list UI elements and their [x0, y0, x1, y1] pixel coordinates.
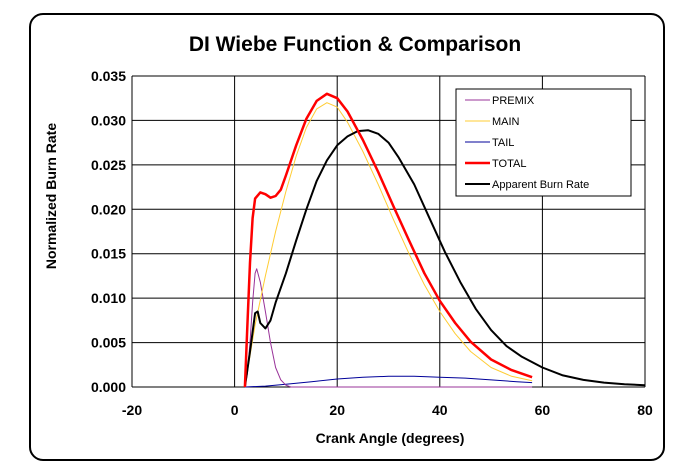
series-line-apparent-burn-rate [243, 129, 646, 388]
chart-title: DI Wiebe Function & Comparison [189, 33, 521, 56]
y-tick-label: 0.000 [91, 379, 126, 395]
legend: PREMIX MAIN TAIL TOTAL Apparent Burn Rate [455, 88, 632, 197]
y-tick-label: 0.015 [91, 246, 126, 262]
y-tick-label: 0.005 [91, 335, 126, 351]
x-tick-label: 80 [637, 402, 653, 418]
x-tick-label: -20 [122, 402, 142, 418]
series-line-tail [244, 375, 533, 388]
series-line-total [243, 92, 533, 388]
legend-label: Apparent Burn Rate [492, 179, 589, 191]
series-layer [243, 92, 646, 388]
series-line-main [244, 102, 533, 388]
x-axis-ticks: -20 0 20 40 60 80 [122, 402, 653, 418]
legend-label: PREMIX [492, 95, 535, 107]
x-tick-label: 0 [231, 402, 239, 418]
y-axis-title: Normalized Burn Rate [43, 123, 59, 269]
x-axis-title: Crank Angle (degrees) [316, 430, 465, 446]
y-tick-label: 0.035 [91, 68, 126, 84]
legend-label: TOTAL [492, 158, 526, 170]
y-tick-label: 0.030 [91, 112, 126, 128]
legend-label: MAIN [492, 116, 520, 128]
series-line-premix [244, 268, 533, 388]
y-tick-label: 0.020 [91, 201, 126, 217]
y-tick-label: 0.025 [91, 157, 126, 173]
x-tick-label: 40 [432, 402, 448, 418]
x-tick-label: 60 [535, 402, 551, 418]
grid [131, 75, 646, 388]
legend-label: TAIL [492, 137, 514, 149]
y-axis-ticks: 0.000 0.005 0.010 0.015 0.020 0.025 0.030 0.035 [91, 68, 126, 395]
y-tick-label: 0.010 [91, 290, 126, 306]
x-tick-label: 20 [329, 402, 345, 418]
